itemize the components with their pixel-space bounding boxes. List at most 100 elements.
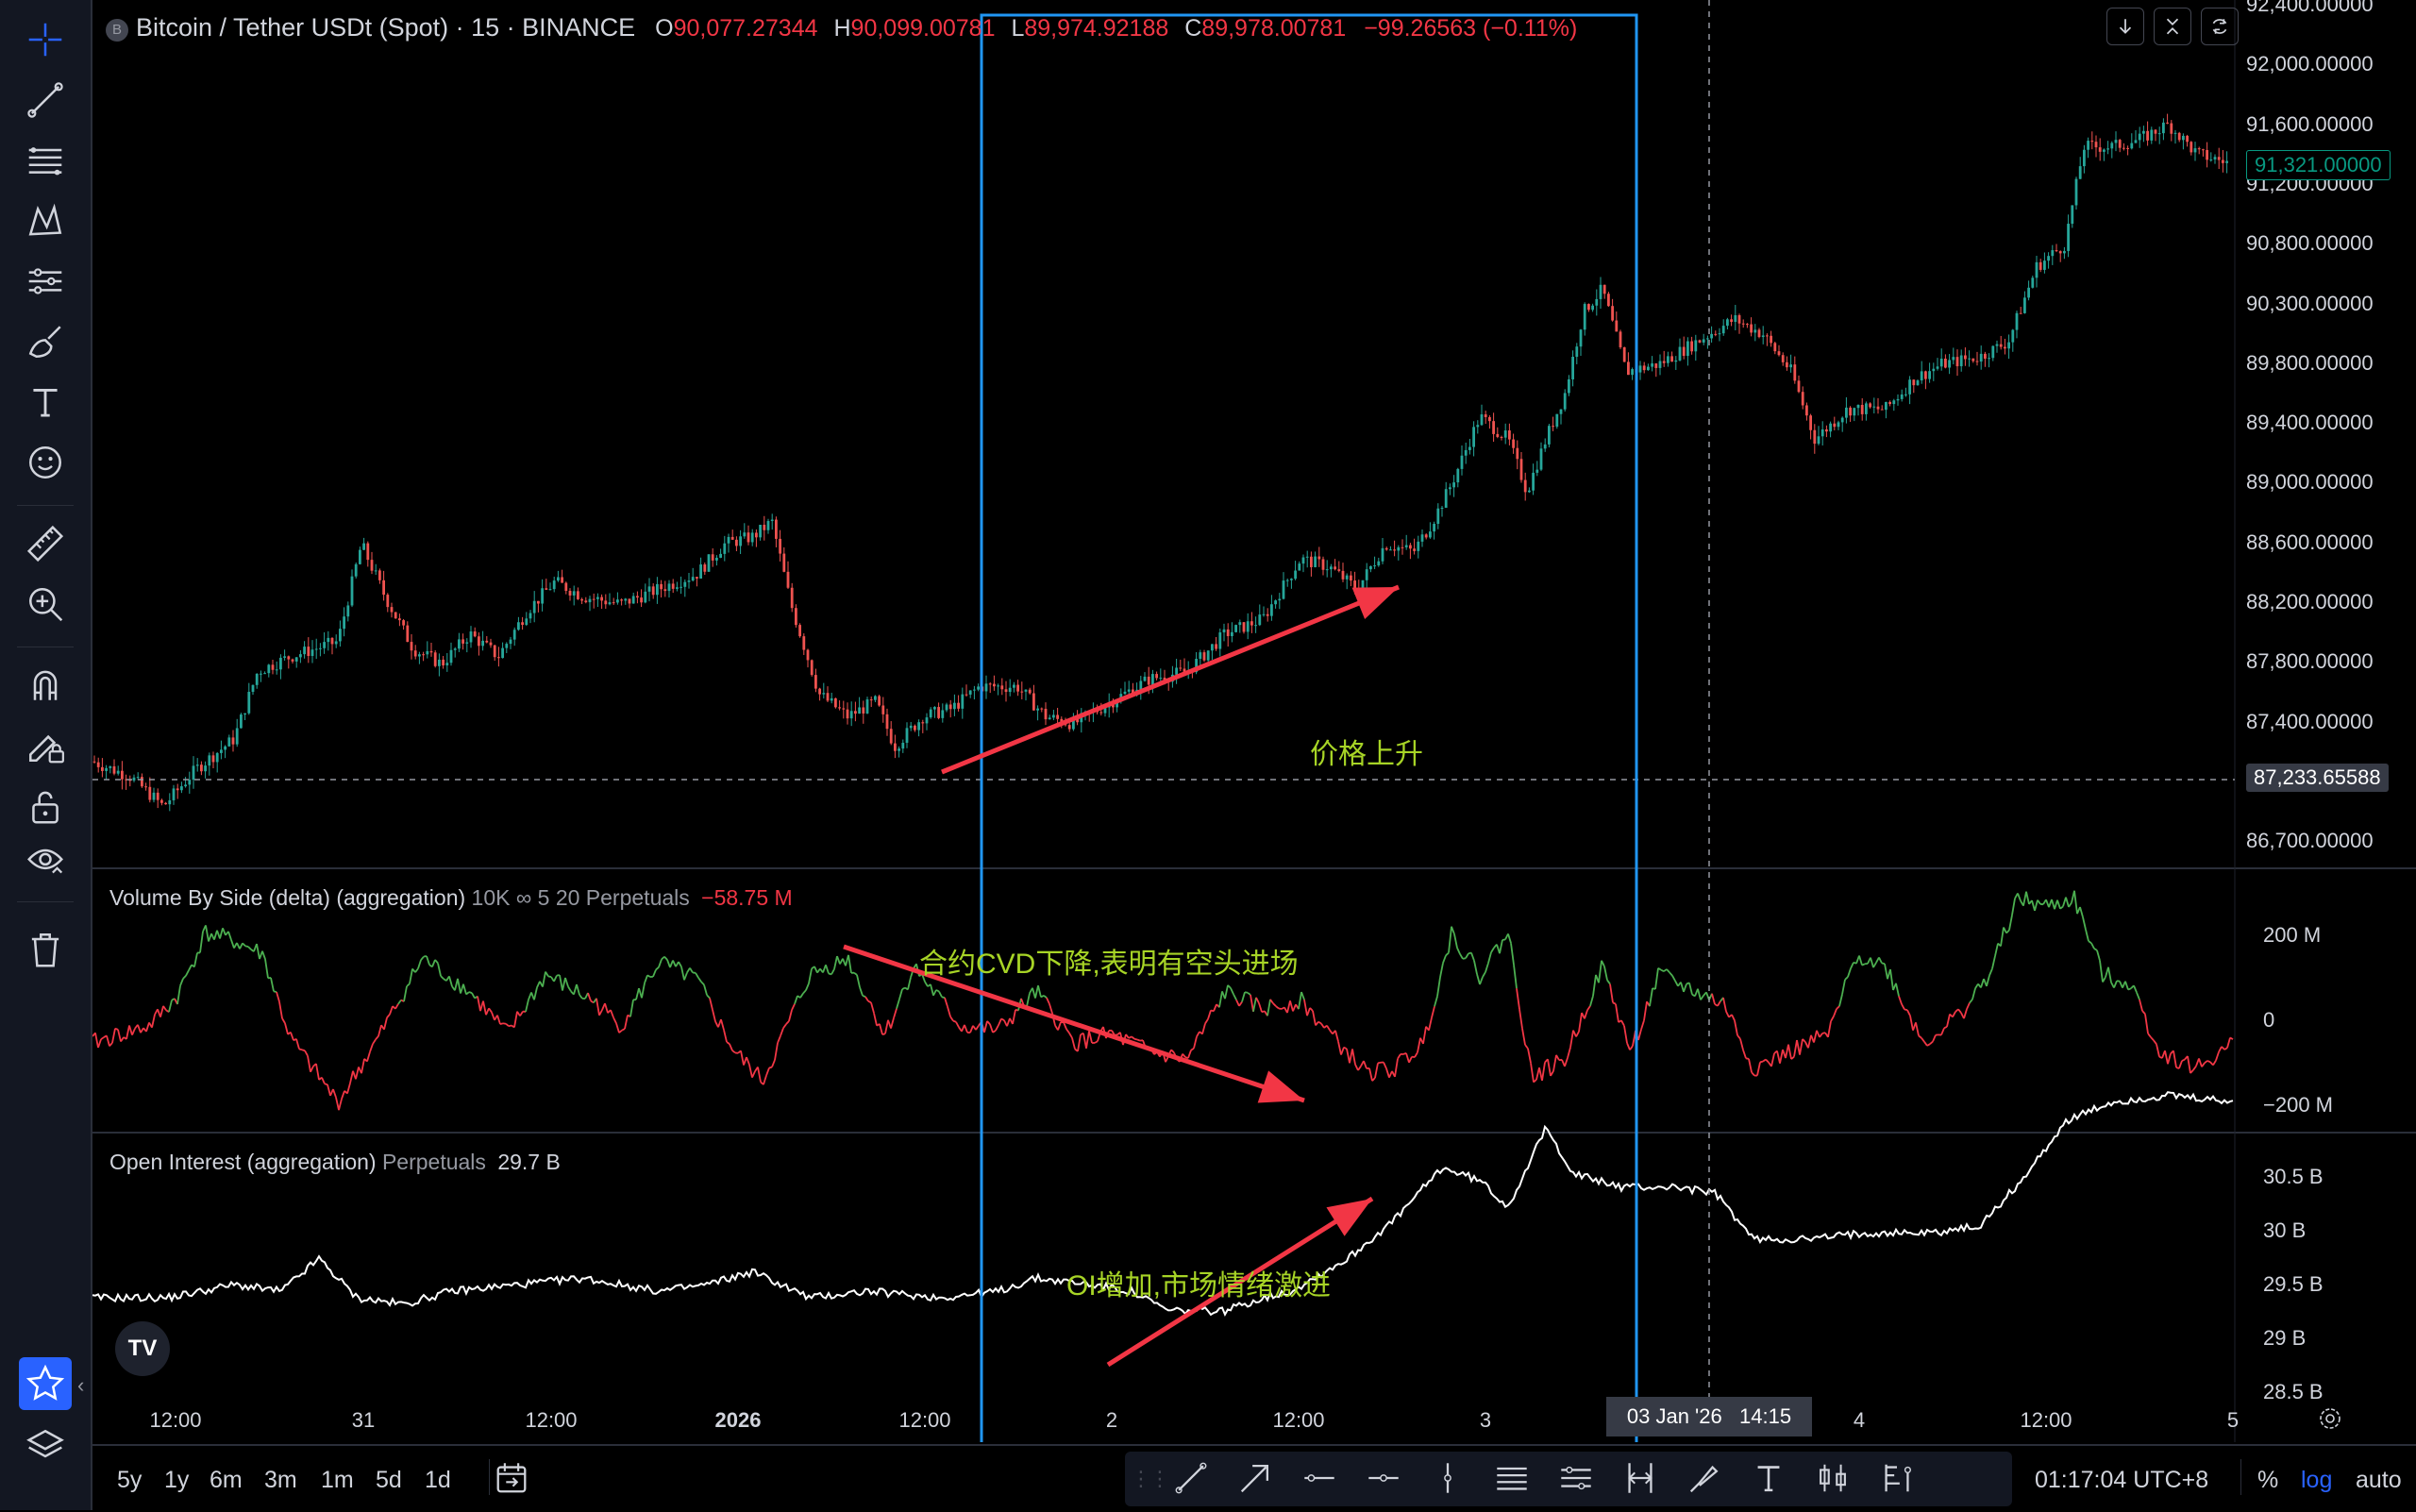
- candle-body: [1619, 331, 1622, 347]
- cvd-segment: [2100, 961, 2103, 983]
- magnet-icon[interactable]: [19, 659, 72, 712]
- range-button-6m[interactable]: 6m: [210, 1467, 243, 1494]
- candle-body: [584, 600, 587, 602]
- cvd-segment: [262, 951, 265, 959]
- emoji-icon[interactable]: [19, 436, 72, 489]
- price-axis-label: 92,400.00000: [2246, 0, 2374, 17]
- candle-body: [216, 753, 219, 763]
- candle-body: [2119, 140, 2122, 148]
- cvd-segment: [1834, 1009, 1837, 1016]
- trend-line-tool-icon[interactable]: [1168, 1455, 1214, 1501]
- range-button-1y[interactable]: 1y: [164, 1467, 189, 1494]
- clock-timezone[interactable]: 01:17:04 UTC+8: [2035, 1467, 2208, 1494]
- candle-body: [1016, 685, 1019, 692]
- pitchfork-tool-icon[interactable]: [1553, 1455, 1599, 1501]
- eye-icon[interactable]: [19, 834, 72, 887]
- anchored-vwap-tool-icon[interactable]: [1874, 1455, 1920, 1501]
- layers-icon[interactable]: [19, 1420, 72, 1472]
- axis-settings-gear-icon[interactable]: [2318, 1406, 2342, 1436]
- long-position-tool-icon[interactable]: [1810, 1455, 1855, 1501]
- vertical-line-tool-icon[interactable]: [1425, 1455, 1470, 1501]
- collapse-toolbar-chevron-icon[interactable]: ‹: [77, 1373, 84, 1398]
- unlock-icon[interactable]: [19, 780, 72, 832]
- range-button-1m[interactable]: 1m: [321, 1467, 354, 1494]
- cvd-segment: [1208, 1010, 1211, 1018]
- trend-line-icon[interactable]: [19, 74, 72, 126]
- horizontal-line-tool-icon[interactable]: [1361, 1455, 1406, 1501]
- text-icon[interactable]: [19, 376, 72, 428]
- cvd-segment: [1885, 964, 1888, 979]
- candle-body: [1306, 557, 1309, 558]
- trash-icon[interactable]: [19, 923, 72, 976]
- drag-handle-icon[interactable]: ⋮⋮: [1131, 1467, 1168, 1491]
- brush-tool-icon[interactable]: [1682, 1455, 1727, 1501]
- auto-scale-toggle[interactable]: auto: [2356, 1467, 2402, 1494]
- chart-canvas[interactable]: [92, 0, 2416, 1442]
- oi-title[interactable]: Open Interest (aggregation): [109, 1150, 377, 1174]
- ruler-icon[interactable]: [19, 517, 72, 570]
- log-scale-toggle[interactable]: log: [2301, 1467, 2332, 1494]
- cvd-segment: [1429, 1017, 1432, 1030]
- cvd-segment: [1763, 1059, 1766, 1061]
- cvd-segment: [384, 1017, 387, 1029]
- cvd-segment: [1987, 976, 1989, 986]
- cvd-segment: [310, 1067, 313, 1072]
- range-button-1d[interactable]: 1d: [425, 1467, 451, 1494]
- cvd-segment: [194, 953, 197, 967]
- fib-tool-icon[interactable]: [1489, 1455, 1535, 1501]
- candle-body: [311, 649, 314, 656]
- ray-tool-icon[interactable]: [1297, 1455, 1342, 1501]
- favorites-star-icon[interactable]: [19, 1357, 72, 1410]
- cvd-segment: [642, 983, 645, 999]
- candle-body: [1892, 400, 1895, 404]
- cvd-title[interactable]: Volume By Side (delta) (aggregation): [109, 885, 465, 910]
- symbol-title[interactable]: Bitcoin / Tether USDt (Spot) · 15 · BINA…: [136, 13, 635, 42]
- range-button-3m[interactable]: 3m: [264, 1467, 297, 1494]
- prediction-icon[interactable]: [19, 255, 72, 308]
- cvd-segment: [2224, 1048, 2227, 1050]
- price-rise-annotation[interactable]: 价格上升: [1310, 731, 1423, 772]
- candle-body: [561, 578, 563, 583]
- arrow-tool-icon[interactable]: [1233, 1455, 1278, 1501]
- candle-body: [2087, 141, 2089, 150]
- maximize-pane-button[interactable]: [2154, 8, 2191, 45]
- fib-retracement-icon[interactable]: [19, 134, 72, 187]
- oi-params: Perpetuals: [382, 1150, 486, 1174]
- candle-body: [1564, 393, 1567, 409]
- candle-body: [1603, 285, 1606, 294]
- cvd-segment: [350, 1071, 353, 1084]
- cvd-segment: [1638, 1030, 1641, 1040]
- text-tool-icon[interactable]: [1746, 1455, 1791, 1501]
- candle-body: [1726, 319, 1729, 326]
- arrowhead: [1258, 1070, 1304, 1102]
- brush-icon[interactable]: [19, 315, 72, 368]
- candle-body: [1452, 482, 1455, 487]
- zoom-in-icon[interactable]: [19, 578, 72, 630]
- cvd-segment: [370, 1044, 373, 1051]
- pattern-icon[interactable]: [19, 194, 72, 247]
- lock-drawing-icon[interactable]: [19, 719, 72, 772]
- tradingview-logo[interactable]: TV: [115, 1321, 170, 1376]
- date-range-tool-icon[interactable]: [1618, 1455, 1663, 1501]
- candle-body: [117, 771, 120, 774]
- crosshair-icon[interactable]: [19, 13, 72, 66]
- cvd-segment: [996, 1025, 998, 1031]
- cvd-segment: [1364, 1061, 1367, 1068]
- cvd-segment: [367, 1051, 370, 1061]
- percent-scale-toggle[interactable]: %: [2257, 1467, 2278, 1494]
- scroll-down-button[interactable]: [2106, 8, 2144, 45]
- go-to-date-calendar-icon[interactable]: [489, 1455, 534, 1501]
- cvd-drop-annotation[interactable]: 合约CVD下降,表明有空头进场: [919, 940, 1299, 982]
- restore-pane-button[interactable]: [2201, 8, 2239, 45]
- candle-body: [224, 747, 226, 750]
- cvd-segment: [2137, 993, 2139, 1000]
- range-button-5y[interactable]: 5y: [117, 1467, 142, 1494]
- oi-increase-annotation[interactable]: OI增加,市场情绪激进: [1066, 1262, 1331, 1303]
- cvd-segment: [138, 1025, 141, 1033]
- cvd-segment: [1528, 1049, 1531, 1063]
- range-button-5d[interactable]: 5d: [376, 1467, 402, 1494]
- cvd-segment: [950, 1016, 953, 1020]
- cvd-segment: [792, 1004, 795, 1010]
- cvd-segment: [1732, 1015, 1735, 1020]
